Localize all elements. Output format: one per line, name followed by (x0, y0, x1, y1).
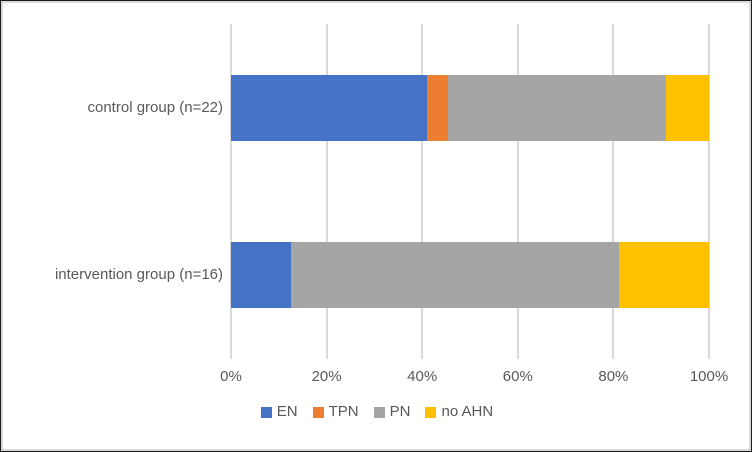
gridline (230, 24, 232, 359)
legend-item-no-ahn: no AHN (425, 403, 493, 421)
x-tick-label: 100% (689, 368, 729, 385)
bar-segment-pn (290, 242, 620, 309)
category-label: intervention group (n=16) (54, 266, 223, 284)
legend-label: no AHN (441, 403, 494, 420)
x-tick-label: 60% (502, 368, 533, 385)
gridline (421, 24, 424, 359)
plot-area (230, 24, 710, 359)
gridline (516, 24, 519, 359)
gridline (612, 24, 615, 359)
bar-row (231, 74, 709, 141)
x-tick-label: 80% (598, 368, 629, 385)
legend-label: PN (389, 403, 411, 420)
bar-row (231, 242, 709, 309)
legend-marker-icon (312, 406, 324, 418)
legend-marker-icon (260, 406, 272, 418)
legend: EN TPN PN no AHN (1, 403, 751, 421)
x-tick-label: 20% (311, 368, 342, 385)
x-tick-label: 40% (407, 368, 438, 385)
legend-item-en: EN (260, 403, 298, 421)
x-tick-label: 0% (220, 368, 242, 385)
bar-segment-en (231, 242, 291, 309)
bar-segment-no-ahn (619, 242, 709, 309)
legend-item-pn: PN (373, 403, 411, 421)
bar-segment-en (231, 74, 427, 141)
bar-segment-tpn (426, 74, 449, 141)
legend-label: EN (276, 403, 298, 420)
x-axis: 0% 20% 40% 60% 80% 100% (1, 367, 751, 389)
gridline (708, 24, 710, 359)
category-label: control group (n=22) (87, 98, 224, 116)
gridline (325, 24, 328, 359)
bar-segment-no-ahn (665, 74, 709, 141)
legend-marker-icon (425, 406, 437, 418)
legend-label: TPN (328, 403, 359, 420)
legend-item-tpn: TPN (312, 403, 359, 421)
bar-segment-pn (448, 74, 666, 141)
legend-marker-icon (373, 406, 385, 418)
